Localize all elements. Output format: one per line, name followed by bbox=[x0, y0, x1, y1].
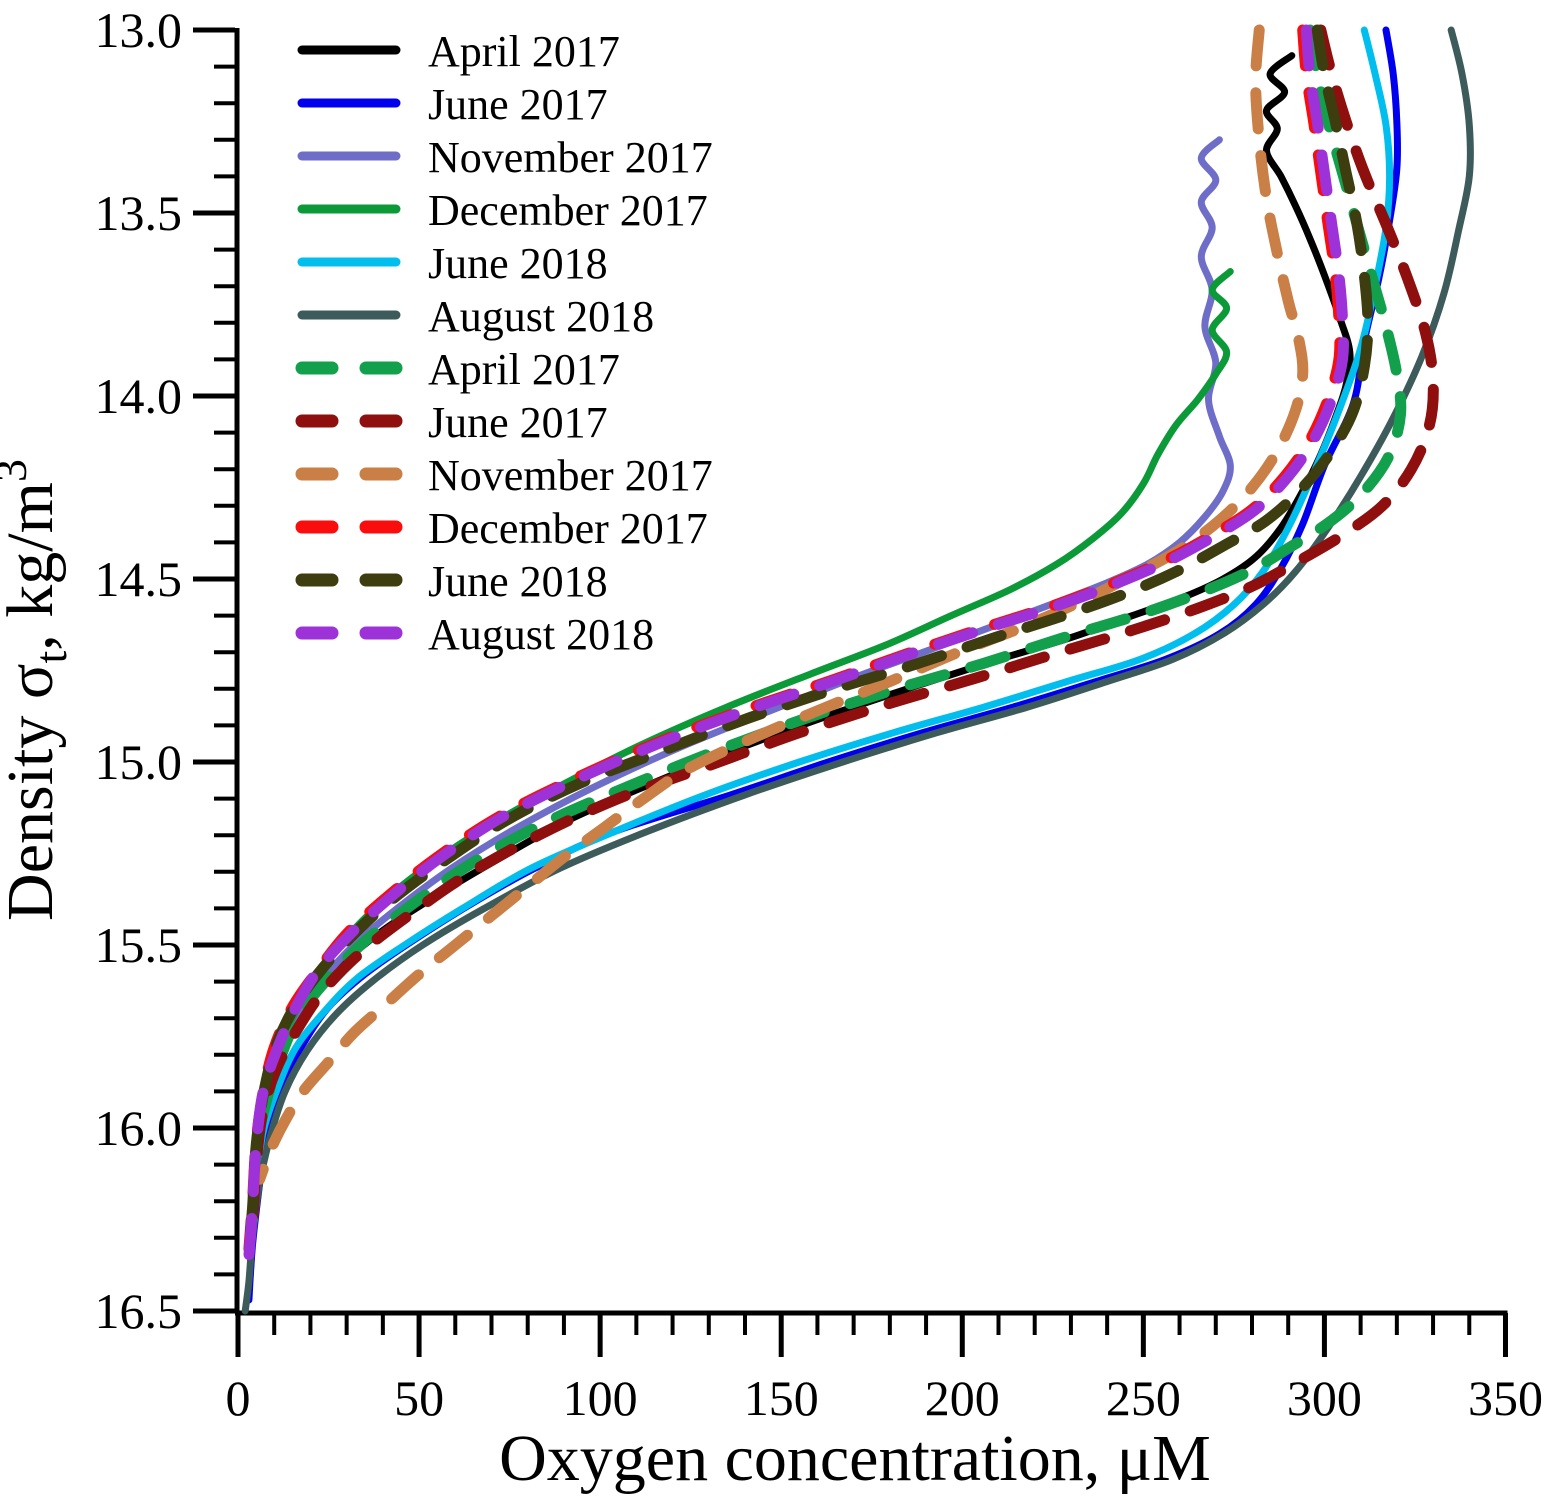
series-line-june-2017-dashed bbox=[247, 24, 1439, 1236]
legend-label: November 2017 bbox=[428, 451, 713, 500]
x-tick-label: 300 bbox=[1287, 1370, 1362, 1426]
legend-label: April 2017 bbox=[428, 27, 620, 76]
legend-item-august-2018-solid: August 2018 bbox=[297, 292, 654, 341]
y-tick-label: 16.5 bbox=[95, 1283, 183, 1339]
series-line-december-2017-dashed bbox=[243, 24, 1346, 1255]
x-tick-label: 150 bbox=[744, 1370, 819, 1426]
legend-item-november-2017-dashed: November 2017 bbox=[295, 451, 713, 500]
x-tick-label: 50 bbox=[394, 1370, 444, 1426]
x-tick-label: 100 bbox=[563, 1370, 638, 1426]
legend-label: August 2018 bbox=[428, 610, 654, 659]
legend-item-june-2018-solid: June 2018 bbox=[297, 239, 608, 288]
series-line-june-2017-solid bbox=[245, 26, 1402, 1304]
legend-item-june-2018-dashed: June 2018 bbox=[295, 557, 608, 606]
y-tick-label: 13.0 bbox=[95, 2, 183, 58]
series-line-june-2018-dashed bbox=[243, 24, 1374, 1251]
x-tick-label: 250 bbox=[1106, 1370, 1181, 1426]
x-tick-label: 0 bbox=[226, 1370, 251, 1426]
legend-item-april-2017-solid: April 2017 bbox=[297, 27, 620, 76]
y-tick-label: 15.5 bbox=[95, 917, 183, 973]
y-tick-label: 14.5 bbox=[95, 551, 183, 607]
legend-label: December 2017 bbox=[428, 186, 708, 235]
legend-label: June 2017 bbox=[428, 80, 608, 129]
y-tick-label: 15.0 bbox=[95, 734, 183, 790]
legend-item-december-2017-dashed: December 2017 bbox=[295, 504, 708, 553]
y-tick-label: 13.5 bbox=[95, 185, 183, 241]
series-line-april-2017-dashed bbox=[247, 24, 1407, 1225]
series-line-november-2017-dashed bbox=[254, 24, 1309, 1185]
y-tick-label: 16.0 bbox=[95, 1100, 183, 1156]
series-line-april-2017-solid bbox=[245, 52, 1354, 1297]
legend-label: April 2017 bbox=[428, 345, 620, 394]
legend-item-december-2017-solid: December 2017 bbox=[297, 186, 708, 235]
axis-spine bbox=[234, 28, 1508, 1316]
y-tick-label: 14.0 bbox=[95, 368, 183, 424]
series-line-august-2018-dashed bbox=[243, 24, 1349, 1262]
legend-label: August 2018 bbox=[428, 292, 654, 341]
x-axis-title: Oxygen concentration, μM bbox=[499, 1422, 1211, 1495]
legend-label: June 2017 bbox=[428, 398, 608, 447]
x-tick-label: 350 bbox=[1468, 1370, 1543, 1426]
legend-item-june-2017-solid: June 2017 bbox=[297, 80, 608, 129]
legend-item-august-2018-dashed: August 2018 bbox=[295, 610, 654, 659]
legend-label: June 2018 bbox=[428, 239, 608, 288]
legend-item-june-2017-dashed: June 2017 bbox=[295, 398, 608, 447]
legend-label: November 2017 bbox=[428, 133, 713, 182]
legend-item-april-2017-dashed: April 2017 bbox=[295, 345, 620, 394]
legend-label: December 2017 bbox=[428, 504, 708, 553]
series-lines bbox=[241, 24, 1474, 1315]
y-axis-title: Density σt, kg/m3 bbox=[0, 459, 76, 921]
axes: 0 50 100 150 200 250 300 350 13.0 13.5 14.0 14.5 15.… bbox=[95, 2, 1543, 1426]
series-line-august-2018-solid bbox=[241, 26, 1474, 1315]
legend-item-november-2017-solid: November 2017 bbox=[297, 133, 713, 182]
legend-label: June 2018 bbox=[428, 557, 608, 606]
x-tick-label: 200 bbox=[925, 1370, 1000, 1426]
